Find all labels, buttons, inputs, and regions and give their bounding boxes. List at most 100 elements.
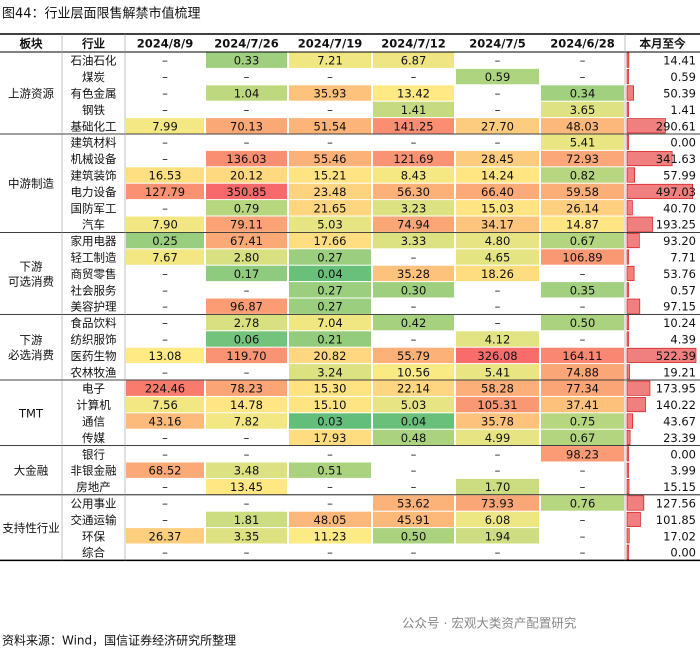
heat-cell [373, 52, 454, 68]
value-cell: 26.14 [566, 201, 599, 215]
month-bar [626, 511, 641, 527]
heat-cell [456, 528, 539, 544]
month-bar [626, 118, 666, 134]
value-cell: 106.89 [562, 251, 602, 265]
value-cell: – [162, 70, 168, 84]
industry-label: 电子 [82, 382, 105, 396]
heat-cell [289, 167, 371, 183]
month-cell: 0.00 [670, 546, 696, 560]
value-cell: 6.87 [401, 54, 427, 68]
heat-cell [206, 298, 287, 314]
header-cell: 2024/7/19 [298, 37, 362, 51]
value-cell: 14.24 [481, 169, 514, 183]
value-cell: 1.41 [401, 103, 427, 117]
value-cell: 1.81 [234, 513, 260, 527]
value-cell: – [162, 497, 168, 511]
value-cell: – [162, 283, 168, 297]
heat-cell [373, 85, 454, 101]
heat-cell [541, 232, 624, 249]
value-cell: 0.27 [317, 251, 343, 265]
heat-cell [126, 380, 204, 396]
month-bar [626, 331, 629, 347]
heat-cell [456, 183, 539, 200]
value-cell: – [411, 464, 417, 478]
value-cell: 2.78 [234, 316, 260, 330]
value-cell: – [162, 333, 168, 347]
value-cell: 8.43 [401, 169, 427, 183]
heat-cell [373, 314, 454, 331]
industry-label: 环保 [82, 529, 105, 543]
industry-label: 传媒 [82, 431, 105, 445]
value-cell: 5.03 [317, 218, 343, 232]
value-cell: 121.69 [393, 152, 433, 166]
value-cell: 3.33 [401, 234, 427, 248]
industry-label: 交通运输 [71, 513, 117, 527]
month-cell: 0.00 [670, 447, 696, 461]
value-cell: 15.21 [314, 169, 347, 183]
heat-cell [456, 364, 539, 380]
heat-cell [206, 216, 287, 232]
month-cell: 40.70 [663, 201, 696, 215]
value-cell: – [411, 136, 417, 150]
month-cell: 341.63 [656, 152, 696, 166]
month-bar [626, 347, 697, 363]
heat-cell [373, 528, 454, 544]
value-cell: – [495, 447, 501, 461]
heat-cell [373, 364, 454, 380]
heat-cell [126, 167, 204, 183]
value-cell: 0.79 [234, 201, 260, 215]
value-cell: – [580, 529, 586, 543]
value-cell: 35.28 [397, 267, 430, 281]
month-bar [626, 85, 634, 101]
value-cell: – [162, 87, 168, 101]
value-cell: 18.26 [481, 267, 514, 281]
heat-cell [541, 249, 624, 265]
month-cell: 97.15 [663, 300, 696, 314]
value-cell: 1.70 [485, 480, 511, 494]
heat-cell [373, 413, 454, 429]
month-bar [626, 200, 633, 216]
heat-cell [289, 380, 371, 396]
heat-cell [456, 413, 539, 429]
value-cell: – [580, 546, 586, 560]
value-cell: 66.40 [481, 185, 514, 199]
value-cell: 59.58 [566, 185, 599, 199]
value-cell: 15.10 [314, 398, 347, 412]
month-bar [626, 495, 645, 511]
value-cell: – [495, 464, 501, 478]
heat-cell [289, 396, 371, 413]
heat-cell [373, 396, 454, 413]
heat-cell [541, 347, 624, 364]
sector-label: 大金融 [14, 464, 49, 478]
value-cell: 0.82 [570, 169, 596, 183]
heat-cell [373, 150, 454, 167]
industry-label: 钢铁 [82, 103, 105, 117]
heat-cell [456, 380, 539, 396]
heat-cell [206, 183, 287, 200]
heat-cell [373, 118, 454, 134]
value-cell: 13.08 [149, 349, 182, 363]
value-cell: 15.30 [314, 382, 347, 396]
month-bar [626, 380, 651, 396]
heat-cell [289, 462, 371, 478]
heat-cell [373, 495, 454, 511]
value-cell: 1.94 [485, 529, 511, 543]
header-cell: 2024/7/26 [214, 37, 278, 51]
heat-cell [456, 150, 539, 167]
month-bar [626, 233, 640, 249]
value-cell: – [327, 546, 333, 560]
value-cell: 0.30 [401, 283, 427, 297]
value-cell: 0.06 [234, 333, 260, 347]
heat-cell [541, 101, 624, 118]
heat-cell [206, 478, 287, 495]
heat-cell [126, 462, 204, 478]
month-bar [626, 315, 629, 331]
value-cell: – [244, 497, 250, 511]
month-bar [626, 265, 635, 281]
month-bar [626, 101, 629, 117]
value-cell: – [162, 103, 168, 117]
value-cell: 53.62 [397, 497, 430, 511]
heat-cell [541, 446, 624, 462]
value-cell: 5.41 [570, 136, 596, 150]
